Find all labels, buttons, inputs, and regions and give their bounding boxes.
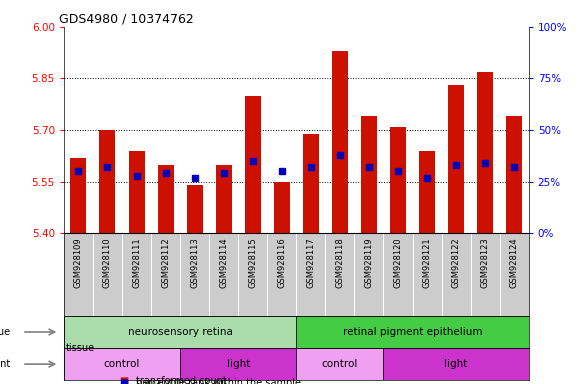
Bar (157, 164, 174, 233)
Text: retinal pigment epithelium: retinal pigment epithelium (343, 327, 482, 337)
Text: control: control (104, 359, 140, 369)
Text: GSM928110: GSM928110 (103, 237, 112, 288)
Bar (187, 185, 203, 233)
Bar (64, 316, 296, 348)
Bar (506, 116, 522, 233)
Text: percentile rank within the sample: percentile rank within the sample (136, 378, 301, 384)
Bar (296, 348, 383, 380)
Text: GSM928118: GSM928118 (335, 237, 345, 288)
Text: agent: agent (0, 359, 10, 369)
Text: neurosensory retina: neurosensory retina (128, 327, 232, 337)
Text: transformed count: transformed count (136, 376, 227, 384)
Text: GSM928120: GSM928120 (393, 237, 403, 288)
Text: GSM928124: GSM928124 (510, 237, 519, 288)
Bar (128, 151, 145, 233)
Text: GSM928122: GSM928122 (451, 237, 461, 288)
Text: light: light (227, 359, 250, 369)
Text: GSM928121: GSM928121 (422, 237, 432, 288)
Text: GSM928119: GSM928119 (364, 237, 374, 288)
Text: light: light (444, 359, 468, 369)
Text: GSM928112: GSM928112 (161, 237, 170, 288)
Text: ■: ■ (120, 376, 132, 384)
Text: GSM928116: GSM928116 (277, 237, 286, 288)
Bar (477, 71, 493, 233)
Bar (64, 348, 180, 380)
Bar (216, 164, 232, 233)
Bar (332, 51, 348, 233)
Bar (274, 182, 290, 233)
Text: GSM928117: GSM928117 (306, 237, 315, 288)
Bar (296, 316, 529, 348)
Text: GSM928113: GSM928113 (190, 237, 199, 288)
Text: ■: ■ (120, 378, 132, 384)
Text: tissue: tissue (66, 343, 95, 353)
Bar (70, 158, 87, 233)
Bar (383, 348, 529, 380)
Text: GSM928111: GSM928111 (132, 237, 141, 288)
Bar (303, 134, 319, 233)
Bar (390, 127, 406, 233)
Bar (361, 116, 377, 233)
Text: tissue: tissue (0, 327, 10, 337)
Bar (448, 85, 464, 233)
Bar (419, 151, 435, 233)
Text: GSM928123: GSM928123 (480, 237, 490, 288)
Text: GDS4980 / 10374762: GDS4980 / 10374762 (59, 13, 194, 26)
Text: GSM928109: GSM928109 (74, 237, 83, 288)
Bar (99, 130, 116, 233)
Bar (245, 96, 261, 233)
Text: control: control (322, 359, 358, 369)
Text: GSM928115: GSM928115 (248, 237, 257, 288)
Text: GSM928114: GSM928114 (219, 237, 228, 288)
Bar (180, 348, 296, 380)
